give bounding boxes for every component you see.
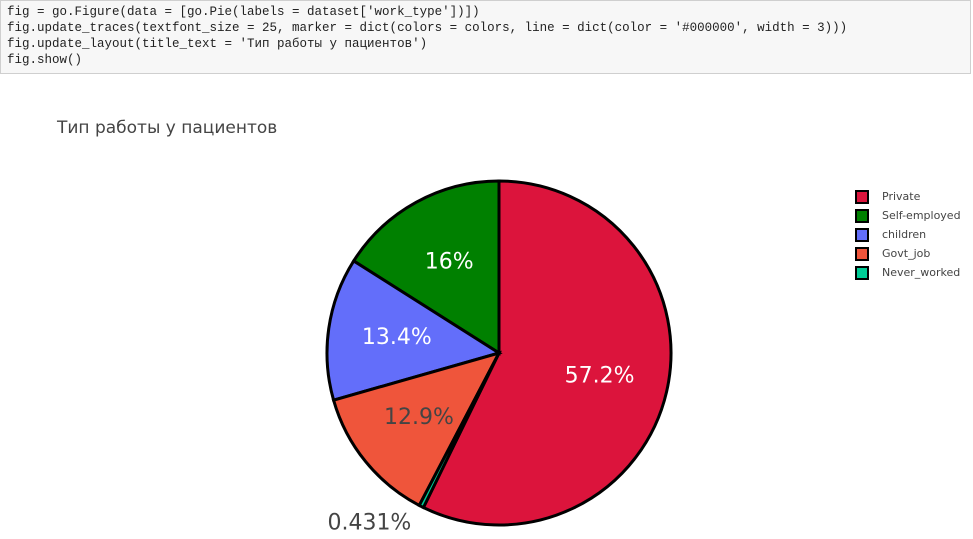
legend-swatch	[855, 228, 869, 242]
chart-title: Тип работы у пациентов	[56, 118, 277, 138]
legend-swatch	[855, 190, 869, 204]
legend-label: Never_worked	[882, 266, 960, 279]
slice-label: 57.2%	[565, 363, 635, 388]
pie-slice	[331, 350, 502, 508]
slice-label: 13.4%	[362, 325, 432, 350]
legend-swatch	[855, 247, 869, 261]
legend-label: Private	[882, 190, 921, 203]
slice-label: 16%	[425, 250, 474, 275]
code-line: fig.update_traces(textfont_size = 25, ma…	[7, 21, 848, 35]
code-line: fig = go.Figure(data = [go.Pie(labels = …	[7, 5, 480, 19]
legend-label: children	[882, 228, 926, 241]
legend-label: Self-employed	[882, 209, 961, 222]
legend-label: Govt_job	[882, 247, 930, 260]
slice-label: 0.431%	[327, 510, 411, 535]
code-line: fig.show()	[7, 53, 83, 67]
pie-slice	[351, 179, 501, 356]
legend-swatch	[855, 209, 869, 223]
pie-slice	[417, 352, 501, 510]
code-line: fig.update_layout(title_text = 'Тип рабо…	[7, 37, 428, 51]
pie-slice	[325, 258, 503, 403]
pie-slice	[421, 179, 673, 527]
legend-swatch	[855, 266, 869, 280]
code-cell: fig = go.Figure(data = [go.Pie(labels = …	[0, 0, 971, 74]
slice-label: 12.9%	[384, 405, 454, 430]
